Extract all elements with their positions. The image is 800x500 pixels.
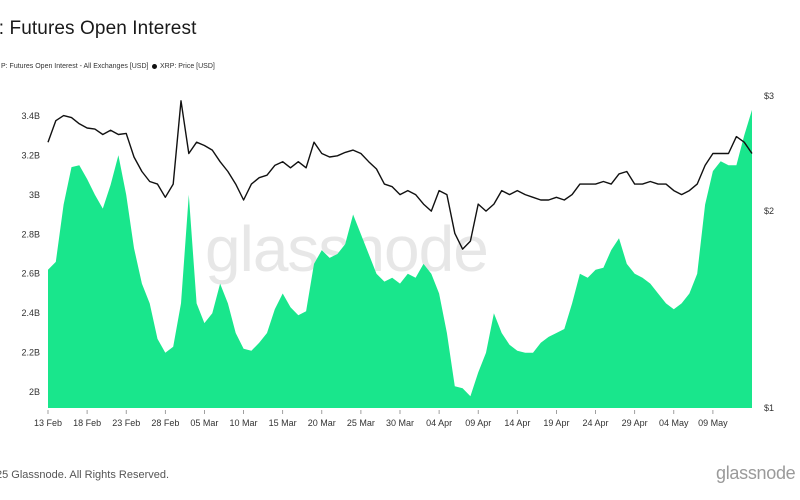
left-tick-label: 2.4B (21, 308, 40, 318)
left-tick-label: 2.8B (21, 229, 40, 239)
open-interest-area (48, 109, 752, 409)
x-tick-label: 30 Mar (386, 418, 414, 428)
x-tick-label: 04 May (659, 418, 689, 428)
footer-logo[interactable]: glassnode (716, 463, 796, 483)
open-interest-area-layer (48, 109, 752, 409)
price-line-layer (47, 100, 753, 250)
x-axis: 13 Feb 18 Feb 23 Feb 28 Feb 05 Mar 10 Mar 15 M… (34, 410, 728, 428)
legend-price-swatch (152, 63, 157, 69)
right-tick-label: $1 (764, 403, 774, 413)
x-tick-label: 24 Apr (583, 418, 609, 428)
left-axis: 3.4B 3.2B 3B 2.8B 2.6B 2.4B 2.2B 2B (21, 111, 40, 397)
x-tick-label: 09 Apr (465, 418, 491, 428)
x-tick-label: 19 Apr (543, 418, 569, 428)
x-tick-label: 09 May (698, 418, 728, 428)
x-tick-label: 05 Mar (190, 418, 218, 428)
chart-title: P: Futures Open Interest (0, 18, 197, 39)
left-tick-label: 3.2B (21, 150, 40, 160)
right-tick-label: $2 (764, 206, 774, 216)
legend-price-label: XRP: Price [USD] (160, 63, 215, 70)
legend-price[interactable]: XRP: Price [USD] (152, 63, 215, 70)
x-tick-label: 18 Feb (73, 418, 101, 428)
x-tick-label: 20 Mar (308, 418, 336, 428)
x-tick-label: 23 Feb (112, 418, 140, 428)
right-axis: $3 $2 $1 (764, 91, 774, 413)
right-tick-label: $3 (764, 91, 774, 101)
x-tick-label: 13 Feb (34, 418, 62, 428)
x-tick-label: 29 Apr (622, 418, 648, 428)
legend-oi-label: P: Futures Open Interest - All Exchanges… (1, 63, 149, 70)
legend-open-interest[interactable]: P: Futures Open Interest - All Exchanges… (0, 63, 148, 70)
x-tick-label: 15 Mar (269, 418, 297, 428)
x-tick-label: 28 Feb (151, 418, 179, 428)
x-tick-label: 04 Apr (426, 418, 452, 428)
left-tick-label: 2.6B (21, 269, 40, 279)
left-tick-label: 3B (29, 190, 40, 200)
left-tick-label: 2.2B (21, 348, 40, 358)
price-line (47, 100, 753, 250)
x-tick-label: 25 Mar (347, 418, 375, 428)
x-tick-label: 10 Mar (230, 418, 258, 428)
x-tick-label: 14 Apr (504, 418, 530, 428)
copyright-text: 25 Glassnode. All Rights Reserved. (0, 469, 170, 481)
left-tick-label: 3.4B (21, 111, 40, 121)
left-tick-label: 2B (29, 387, 40, 397)
